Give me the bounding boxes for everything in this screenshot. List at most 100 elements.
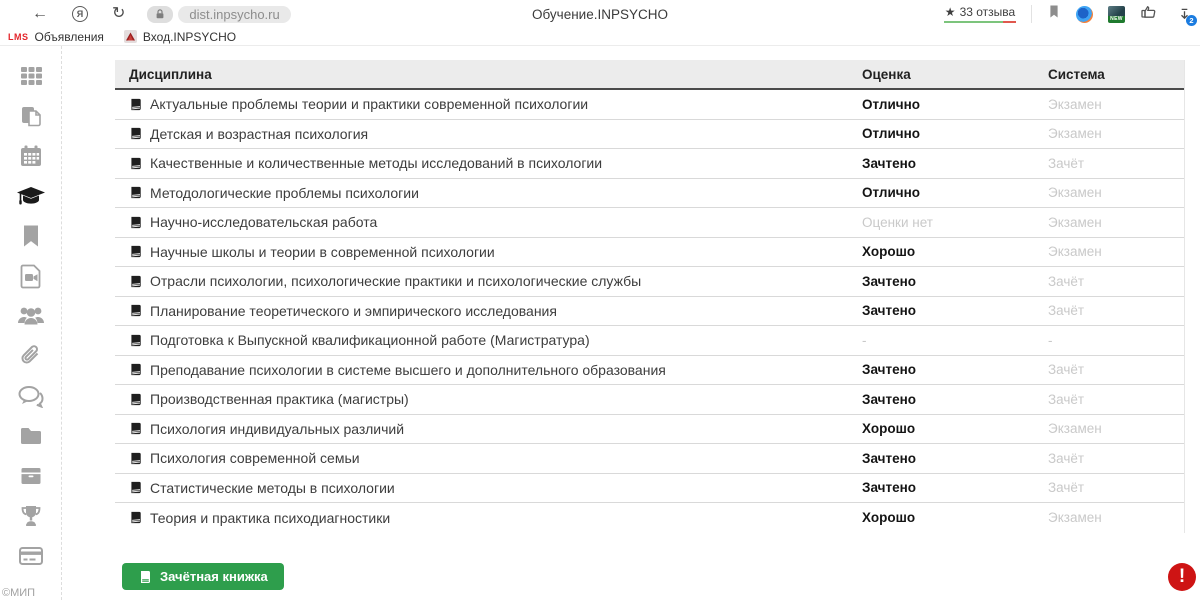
site-reviews-badge[interactable]: ★ 33 отзыва (944, 5, 1016, 24)
system-cell: Экзамен (1048, 214, 1102, 230)
system-cell: Экзамен (1048, 510, 1102, 526)
paperclip-icon (20, 345, 38, 364)
table-row[interactable]: Психология современной семьи Зачтено Зач… (115, 444, 1184, 474)
system-cell: Зачёт (1048, 391, 1085, 407)
system-cell: Зачёт (1048, 450, 1085, 466)
sidebar-item-documents[interactable] (0, 96, 61, 136)
sidebar: ©МИП (0, 46, 62, 600)
trophy-icon (21, 506, 40, 526)
grade-cell: Хорошо (862, 244, 916, 260)
discipline-title: Детская и возрастная психология (150, 125, 369, 142)
bookmark-flag-icon[interactable] (1047, 4, 1061, 24)
table-row[interactable]: Методологические проблемы психологии Отл… (115, 178, 1184, 208)
discipline-cell[interactable]: Отрасли психологии, психологические прак… (115, 273, 862, 289)
grade-cell: Хорошо (862, 510, 916, 526)
discipline-cell[interactable]: Преподавание психологии в системе высшег… (115, 362, 862, 378)
table-row[interactable]: Научно-исследовательская работа Оценки н… (115, 208, 1184, 238)
table-row[interactable]: Производственная практика (магистры) Зач… (115, 385, 1184, 415)
discipline-cell[interactable]: Статистические методы в психологии (115, 480, 862, 496)
grade-cell: Зачтено (862, 303, 916, 319)
yandex-logo-icon[interactable]: Я (72, 6, 88, 22)
sidebar-item-messages[interactable] (0, 376, 61, 416)
refresh-icon[interactable]: ↻ (112, 5, 126, 22)
alert-icon[interactable]: ! (1168, 562, 1196, 591)
book-icon (141, 570, 150, 583)
discipline-cell[interactable]: Производственная практика (магистры) (115, 391, 862, 407)
bookmark-label: Вход.INPSYCHO (142, 29, 237, 44)
book-icon (131, 452, 141, 464)
grade-cell: - (862, 332, 867, 348)
discipline-title: Актуальные проблемы теории и практики со… (150, 96, 589, 113)
bookmarks-bar: LMS Объявления Вход.INPSYCHO (0, 28, 1200, 46)
table-row[interactable]: Психология индивидуальных различий Хорош… (115, 414, 1184, 444)
table-row[interactable]: Отрасли психологии, психологические прак… (115, 267, 1184, 297)
table-row[interactable]: Статистические методы в психологии Зачте… (115, 473, 1184, 503)
star-icon: ★ (944, 4, 956, 19)
address-bar[interactable]: dist.inpsycho.ru (147, 5, 291, 23)
bookmark-announcements[interactable]: LMS Объявления (8, 30, 104, 44)
discipline-cell[interactable]: Качественные и количественные методы исс… (115, 155, 862, 171)
users-icon (17, 307, 44, 325)
downloads-icon[interactable]: 2 (1174, 4, 1197, 26)
grade-cell: Хорошо (862, 421, 916, 437)
discipline-cell[interactable]: Актуальные проблемы теории и практики со… (115, 96, 862, 112)
table-row[interactable]: Планирование теоретического и эмпирическ… (115, 296, 1184, 326)
discipline-title: Статистические методы в психологии (150, 479, 395, 496)
discipline-cell[interactable]: Научные школы и теории в современной пси… (115, 244, 862, 260)
discipline-cell[interactable]: Методологические проблемы психологии (115, 185, 862, 201)
reviews-count: 33 отзыва (959, 4, 1016, 19)
discipline-cell[interactable]: Подготовка к Выпускной квалификационной … (115, 332, 862, 348)
discipline-cell[interactable]: Психология современной семьи (115, 450, 862, 466)
hand-pointer-icon[interactable] (1140, 4, 1159, 25)
column-header-system: Система (1048, 66, 1105, 82)
discipline-title: Подготовка к Выпускной квалификационной … (150, 332, 590, 349)
table-row[interactable]: Актуальные проблемы теории и практики со… (115, 90, 1184, 120)
table-body: Актуальные проблемы теории и практики со… (115, 90, 1184, 533)
gradebook-button[interactable]: Зачётная книжка (122, 563, 284, 590)
table-footer: Зачётная книжка ! (115, 562, 1196, 591)
discipline-cell[interactable]: Научно-исследовательская работа (115, 214, 862, 230)
sidebar-item-apps[interactable] (0, 56, 61, 96)
main-content: Дисциплина Оценка Система Актуальные про… (62, 46, 1200, 600)
browser-extension-icon[interactable] (1076, 5, 1093, 23)
system-cell: Зачёт (1048, 155, 1085, 171)
sidebar-item-attachments[interactable] (0, 336, 61, 376)
url-text[interactable]: dist.inpsycho.ru (178, 5, 291, 23)
back-icon[interactable]: ← (32, 5, 48, 22)
system-cell: Зачёт (1048, 480, 1085, 496)
table-row[interactable]: Детская и возрастная психология Отлично … (115, 119, 1184, 149)
system-cell: Зачёт (1048, 303, 1085, 319)
book-icon (131, 98, 141, 110)
new-badge: NEW (1108, 15, 1125, 23)
sidebar-item-bookmarks[interactable] (0, 216, 61, 256)
new-feature-icon[interactable]: NEW (1108, 5, 1125, 23)
book-icon (131, 364, 141, 376)
table-row[interactable]: Теория и практика психодиагностики Хорош… (115, 503, 1184, 533)
sidebar-item-files[interactable] (0, 416, 61, 456)
grades-table: Дисциплина Оценка Система Актуальные про… (115, 60, 1185, 533)
discipline-cell[interactable]: Теория и практика психодиагностики (115, 510, 862, 526)
sidebar-item-payments[interactable] (0, 536, 61, 576)
sidebar-item-archive[interactable] (0, 456, 61, 496)
sidebar-item-videos[interactable] (0, 256, 61, 296)
apps-grid-icon (20, 67, 42, 85)
discipline-title: Психология индивидуальных различий (150, 420, 405, 437)
table-row[interactable]: Научные школы и теории в современной пси… (115, 237, 1184, 267)
lms-favicon: LMS (8, 31, 29, 42)
discipline-title: Производственная практика (магистры) (150, 391, 409, 408)
lock-icon[interactable] (147, 5, 174, 23)
sidebar-item-users[interactable] (0, 296, 61, 336)
discipline-cell[interactable]: Планирование теоретического и эмпирическ… (115, 303, 862, 319)
sidebar-item-education[interactable] (0, 176, 61, 216)
table-row[interactable]: Качественные и количественные методы исс… (115, 149, 1184, 179)
sidebar-item-calendar[interactable] (0, 136, 61, 176)
sidebar-item-achievements[interactable] (0, 496, 61, 536)
table-row[interactable]: Подготовка к Выпускной квалификационной … (115, 326, 1184, 356)
bookmark-login[interactable]: Вход.INPSYCHO (123, 29, 237, 44)
book-icon (131, 128, 141, 140)
table-row[interactable]: Преподавание психологии в системе высшег… (115, 355, 1184, 385)
discipline-cell[interactable]: Детская и возрастная психология (115, 126, 862, 142)
discipline-cell[interactable]: Психология индивидуальных различий (115, 421, 862, 437)
calendar-icon (20, 145, 41, 166)
system-cell: Зачёт (1048, 362, 1085, 378)
